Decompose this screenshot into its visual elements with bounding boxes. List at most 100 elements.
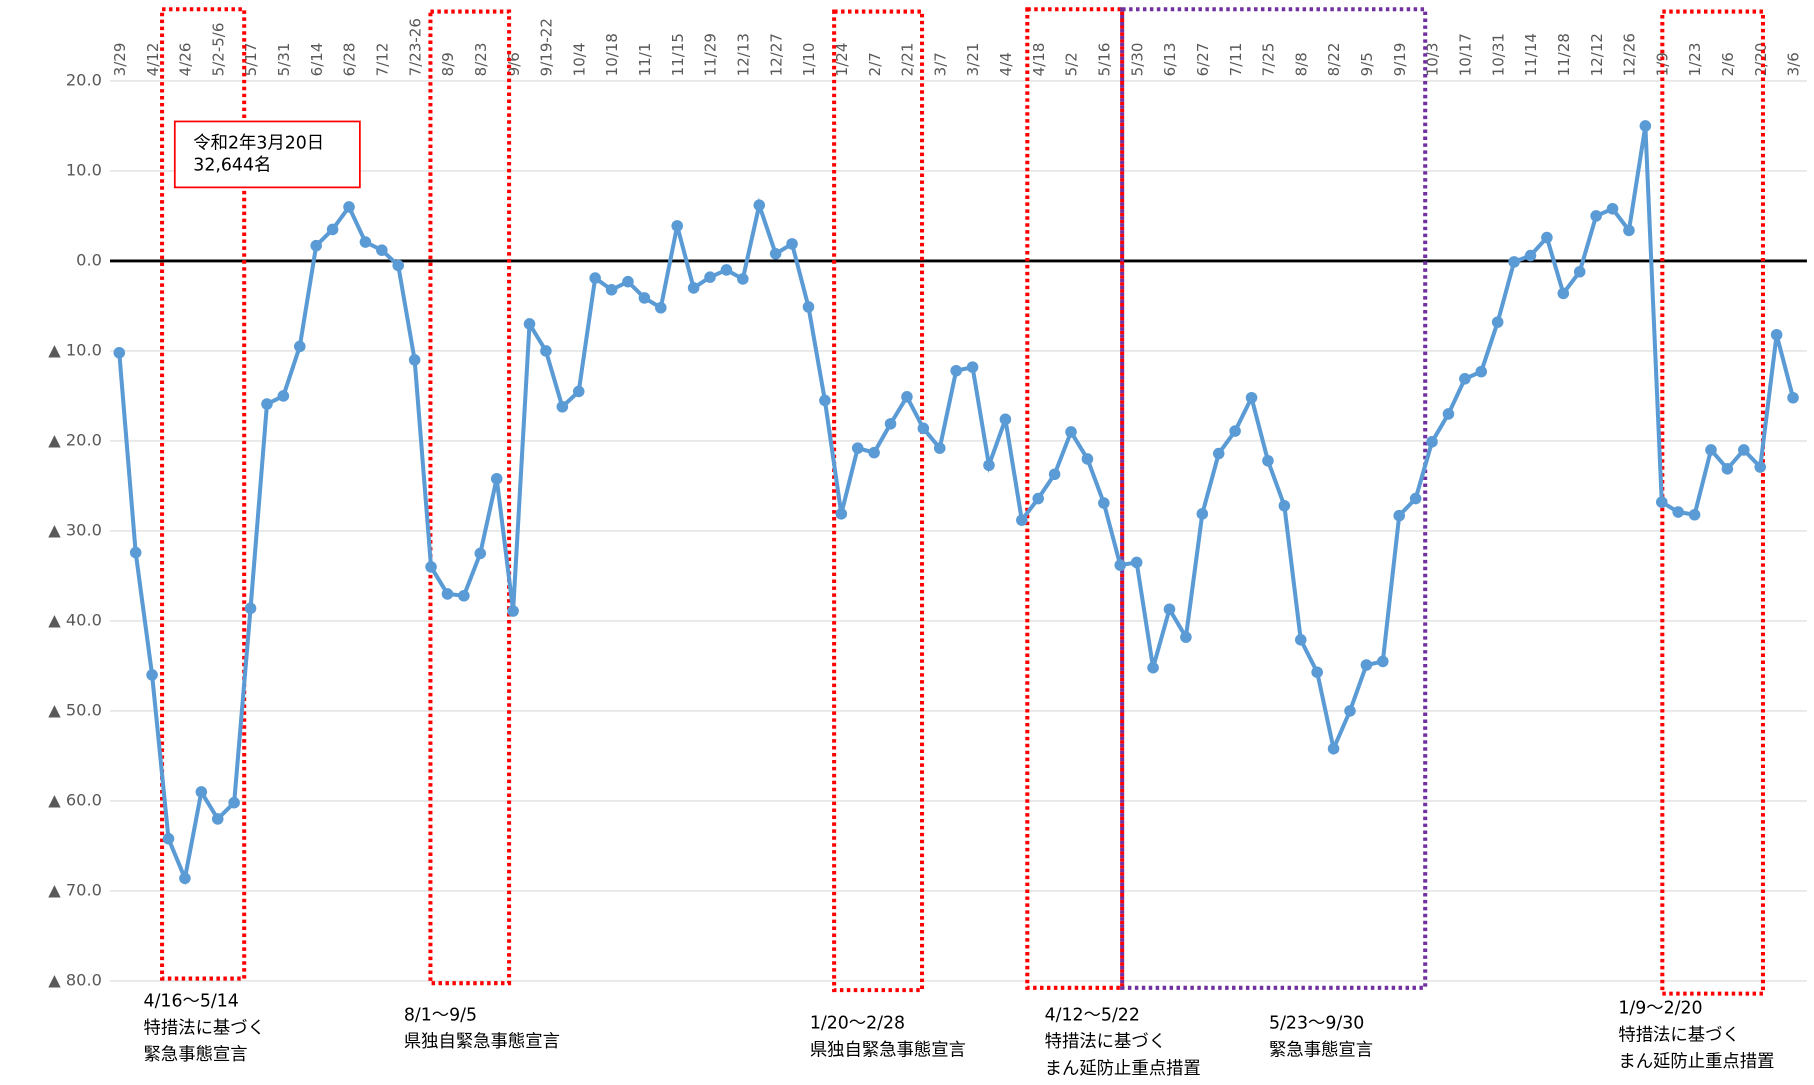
x-tick-label: 5/2-5/6 <box>209 23 227 77</box>
point <box>1721 463 1734 475</box>
point <box>1229 425 1241 437</box>
x-tick-label: 10/3 <box>1424 43 1442 77</box>
point <box>687 282 700 294</box>
point <box>1393 509 1406 522</box>
x-tick-label: 7/23-26 <box>406 18 424 76</box>
y-tick-label: ▲ 80.0 <box>48 970 102 989</box>
point <box>868 446 880 459</box>
point <box>786 238 798 250</box>
y-tick-label: ▲ 70.0 <box>48 880 102 899</box>
point <box>228 796 240 809</box>
point <box>769 247 782 260</box>
x-tick-label: 12/26 <box>1621 33 1639 76</box>
point <box>950 364 962 377</box>
point <box>1377 655 1389 668</box>
period-box <box>160 7 247 981</box>
point <box>129 546 142 559</box>
point <box>1262 454 1274 467</box>
point <box>523 318 536 330</box>
annotation: まん延防止重点措置 <box>1045 1059 1201 1079</box>
point <box>458 589 470 602</box>
point <box>211 813 224 825</box>
x-tick-label: 7/11 <box>1227 43 1245 77</box>
point <box>1147 661 1159 674</box>
point <box>819 394 831 407</box>
annotation: 県独自緊急事態宣言 <box>404 1032 560 1052</box>
point <box>802 301 815 313</box>
point <box>408 354 421 366</box>
point <box>1770 328 1783 341</box>
point <box>1196 508 1209 520</box>
y-tick-label: ▲ 60.0 <box>48 790 102 809</box>
point <box>1787 391 1799 404</box>
x-tick-label: 6/28 <box>341 43 359 77</box>
point <box>162 832 175 845</box>
point <box>1557 287 1570 300</box>
point <box>1016 514 1028 526</box>
point <box>704 271 716 283</box>
x-tick-label: 8/9 <box>439 52 457 76</box>
point <box>1344 705 1356 717</box>
point <box>376 244 388 256</box>
point <box>753 199 766 211</box>
period-box <box>1660 9 1765 996</box>
x-tick-label: 5/30 <box>1128 43 1146 77</box>
point <box>589 272 601 284</box>
x-tick-label: 11/14 <box>1522 33 1540 76</box>
point <box>572 385 585 398</box>
point <box>1327 742 1340 755</box>
point <box>1491 316 1504 328</box>
point <box>113 346 126 359</box>
x-tick-label: 5/31 <box>275 43 293 77</box>
point <box>1623 224 1635 237</box>
x-tick-label: 2/20 <box>1752 43 1770 77</box>
x-tick-label: 8/8 <box>1292 52 1310 76</box>
point <box>261 398 273 410</box>
point <box>1754 461 1767 473</box>
x-tick-label: 8/23 <box>472 43 490 77</box>
y-tick-label: 10.0 <box>66 160 102 179</box>
x-tick-label: 3/7 <box>931 52 949 76</box>
period-box <box>428 9 512 986</box>
x-tick-label: 11/15 <box>669 33 687 76</box>
point <box>293 340 306 353</box>
period-box <box>1120 7 1428 990</box>
point <box>1311 666 1323 679</box>
x-tick-label: 9/19 <box>1391 43 1409 77</box>
x-tick-label: 4/4 <box>997 52 1015 76</box>
y-tick-label: ▲ 40.0 <box>48 610 102 629</box>
x-tick-label: 2/21 <box>899 43 917 77</box>
x-tick-label: 12/13 <box>734 33 752 76</box>
x-tick-label: 5/17 <box>242 43 260 77</box>
point <box>1442 408 1455 420</box>
x-tick-label: 2/6 <box>1719 52 1737 76</box>
point <box>343 201 355 213</box>
point <box>999 413 1012 426</box>
point <box>1541 231 1553 244</box>
point <box>622 275 634 288</box>
point <box>310 239 322 252</box>
callout-text: 32,644名 <box>193 155 271 175</box>
annotation: まん延防止重点措置 <box>1618 1052 1774 1072</box>
point <box>1426 436 1438 448</box>
point <box>901 391 913 403</box>
x-tick-label: 10/17 <box>1457 33 1475 76</box>
x-tick-label: 8/22 <box>1325 43 1343 77</box>
x-tick-label: 11/28 <box>1555 33 1573 76</box>
point <box>490 472 503 485</box>
x-tick-label: 5/16 <box>1096 43 1114 77</box>
y-tick-label: 20.0 <box>66 70 102 89</box>
point <box>1360 659 1373 671</box>
point <box>146 669 158 681</box>
point <box>1081 453 1094 465</box>
point <box>1245 391 1258 404</box>
point <box>966 361 979 373</box>
point <box>1688 508 1701 521</box>
y-tick-label: ▲ 50.0 <box>48 700 102 719</box>
x-tick-label: 3/6 <box>1785 52 1803 76</box>
point <box>556 400 569 413</box>
point <box>1639 120 1652 132</box>
point <box>851 442 864 454</box>
x-tick-label: 12/12 <box>1588 33 1606 76</box>
x-tick-label: 4/26 <box>177 43 195 77</box>
